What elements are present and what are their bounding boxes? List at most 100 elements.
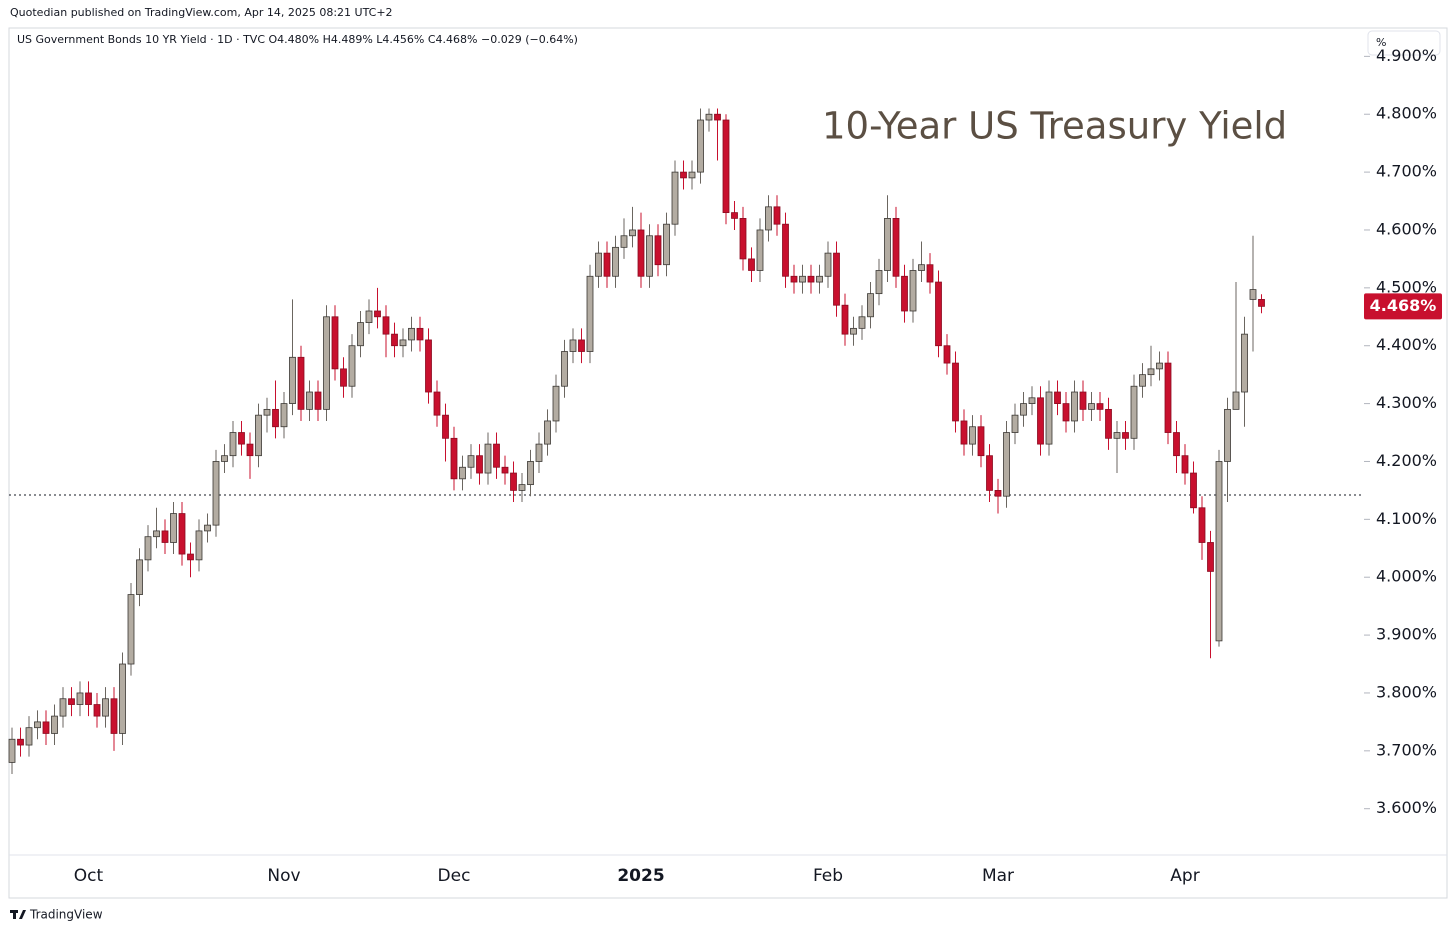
candle-body	[1139, 374, 1146, 387]
candle-body	[25, 727, 33, 746]
candle-body	[629, 229, 636, 237]
candle-body	[782, 223, 789, 277]
candle-body	[731, 212, 738, 219]
chart-title: 10-Year US Treasury Yield	[822, 105, 1287, 148]
candle-body	[450, 437, 458, 480]
candle-body	[739, 218, 747, 260]
candle-body	[646, 235, 653, 277]
candle-body	[850, 327, 857, 335]
candle-body	[76, 692, 84, 705]
candle-body	[212, 461, 220, 526]
candle-body	[110, 698, 118, 734]
candle-body	[229, 432, 237, 457]
candle-body	[952, 362, 959, 422]
candle-body	[612, 246, 619, 277]
candle-body	[1130, 385, 1138, 439]
candle-body	[773, 206, 781, 225]
candle-body	[17, 738, 24, 746]
candle-body	[136, 559, 143, 595]
candle-body	[323, 316, 330, 410]
candle-body	[1079, 391, 1087, 410]
candle-body	[382, 316, 390, 335]
candle-body	[1028, 397, 1036, 404]
candle-body	[544, 420, 551, 445]
candle-body	[425, 339, 432, 393]
x-tick-label: Apr	[1170, 866, 1199, 886]
y-tick-label: 3.900%	[1376, 625, 1437, 644]
candle-body	[688, 171, 696, 179]
candle-body	[1096, 403, 1104, 410]
unit: %	[1376, 36, 1386, 49]
y-tick-label: 4.000%	[1376, 567, 1437, 586]
candle-body	[391, 333, 398, 347]
candle-body	[170, 513, 177, 543]
candle-body	[714, 113, 721, 121]
candle-body	[340, 368, 347, 387]
candle-body	[119, 663, 126, 734]
candle-body	[374, 310, 381, 318]
candle-body	[280, 403, 288, 428]
candle-body	[365, 310, 373, 323]
y-tick-label: 4.100%	[1376, 509, 1437, 528]
candle-body	[1020, 403, 1027, 416]
candle-body	[603, 252, 611, 277]
candle-body	[637, 229, 645, 277]
y-tick-label: 3.700%	[1376, 740, 1437, 759]
candle-body	[578, 339, 585, 352]
candle-body	[552, 385, 560, 422]
candle-body	[493, 443, 500, 468]
candle-body	[399, 339, 407, 347]
footer-logo	[10, 910, 26, 919]
y-tick-label: 3.600%	[1376, 798, 1437, 817]
price-label-box	[1364, 293, 1442, 320]
y-tick-label: 4.900%	[1376, 46, 1437, 65]
candle-body	[884, 218, 891, 271]
candle-body	[1249, 289, 1257, 300]
candle-body	[510, 472, 517, 491]
candle-body	[161, 530, 169, 543]
candle-body	[1156, 362, 1163, 370]
candle-body	[867, 293, 874, 318]
candle-body	[671, 171, 679, 225]
candle-body	[144, 536, 152, 561]
candle-body	[187, 553, 194, 561]
unit-box[interactable]	[1367, 30, 1441, 56]
x-tick-label: Dec	[438, 866, 471, 886]
candle-body	[680, 171, 687, 179]
candle-body	[195, 530, 203, 561]
candle-body	[756, 229, 764, 271]
candle-body	[535, 443, 543, 462]
candle-body	[501, 466, 509, 474]
candle-body	[909, 270, 917, 312]
candle-body	[42, 721, 50, 734]
candle-body	[331, 316, 339, 370]
y-tick-label: 4.300%	[1376, 393, 1437, 412]
candle-body	[85, 692, 92, 705]
candle-body	[824, 252, 832, 277]
y-tick-label: 4.700%	[1376, 162, 1437, 181]
y-tick-label: 4.400%	[1376, 335, 1437, 354]
candle-body	[1003, 432, 1010, 497]
candle-body	[1164, 362, 1172, 433]
candle-body	[833, 252, 840, 306]
candle-body	[935, 281, 942, 347]
candle-body	[263, 408, 271, 416]
candle-body	[1062, 403, 1070, 422]
candle-body	[875, 270, 883, 295]
candle-body	[527, 461, 534, 486]
candle-body	[68, 698, 75, 705]
candle-body	[1105, 408, 1112, 439]
candle-body	[357, 322, 364, 347]
candle-body	[960, 420, 968, 445]
candle-body	[807, 275, 815, 283]
candle-body	[238, 432, 245, 445]
chart-frame	[8, 27, 1448, 899]
y-tick-label: 3.800%	[1376, 682, 1437, 701]
candle-body	[459, 466, 466, 480]
candle-body	[1088, 403, 1095, 410]
candle-body	[977, 426, 985, 457]
candle-body	[1054, 391, 1061, 404]
candle-body	[790, 275, 798, 283]
candle-body	[1190, 472, 1197, 509]
